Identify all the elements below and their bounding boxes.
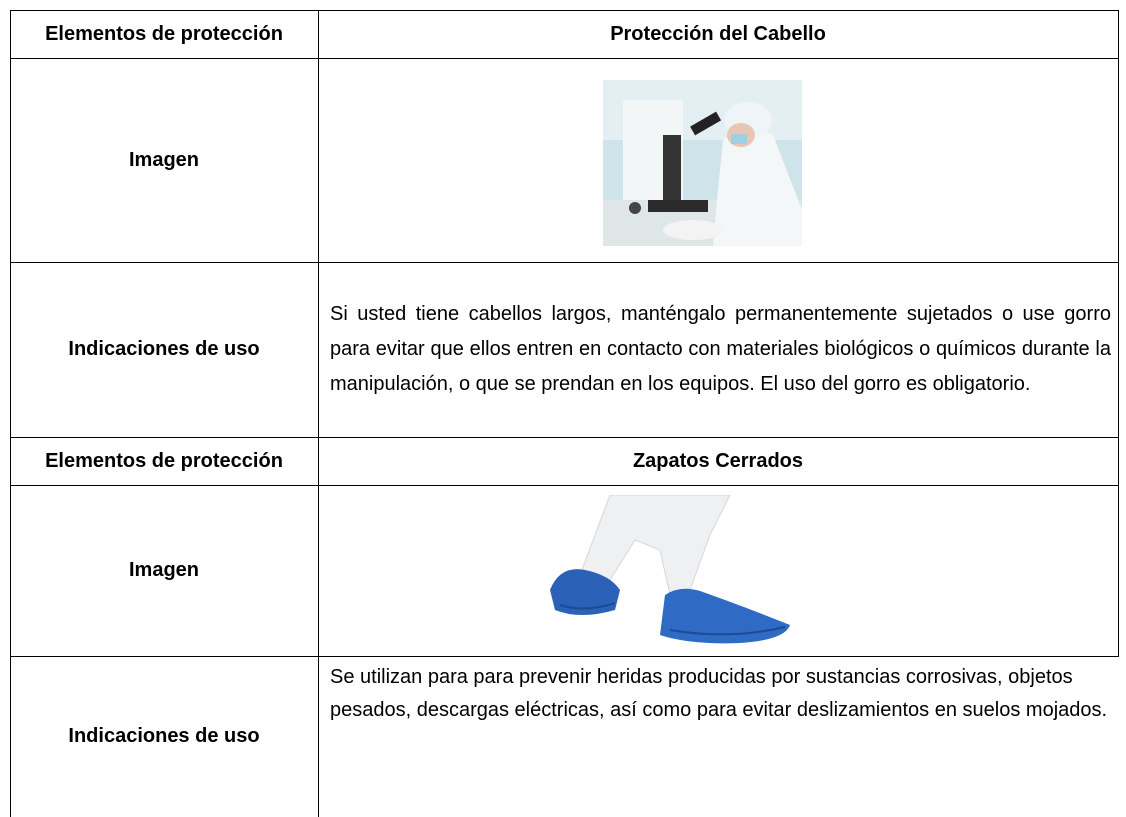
image-label: Imagen (128, 148, 200, 171)
usage-text: Si usted tiene cabellos largos, manténga… (330, 303, 1111, 395)
border (318, 10, 319, 817)
border (10, 58, 1119, 59)
usage-label: Indicaciones de uso (68, 338, 260, 360)
usage-label: Indicaciones de uso (68, 725, 260, 747)
lab-image (603, 80, 802, 246)
border (10, 10, 11, 817)
header-label: Elementos de protección (45, 449, 283, 472)
shoe-cover-image (550, 495, 790, 644)
border (10, 10, 1119, 11)
image-label: Imagen (128, 559, 200, 581)
section-title: Protección del Cabello (610, 22, 826, 45)
header-label: Elementos de protección (45, 22, 283, 45)
border (10, 262, 1119, 263)
usage-text: Se utilizan para para prevenir heridas p… (330, 666, 1108, 721)
border (1118, 10, 1119, 656)
section-title: Zapatos Cerrados (632, 449, 804, 472)
border (10, 656, 1119, 657)
border (10, 485, 1119, 486)
border (10, 437, 1119, 438)
